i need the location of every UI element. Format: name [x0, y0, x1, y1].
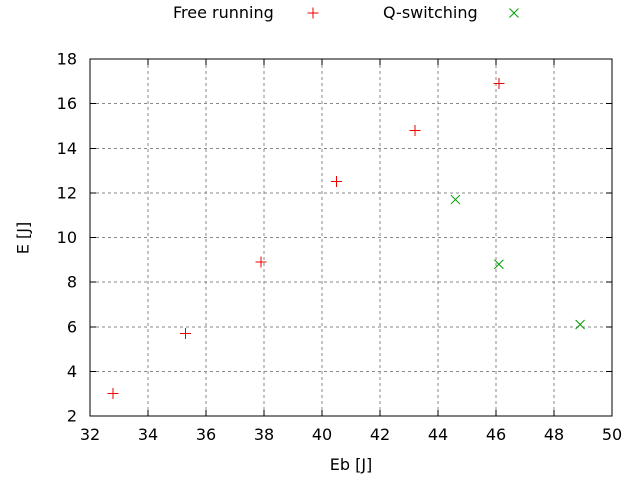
- legend-entry-q-switching: Q-switching: [383, 4, 521, 22]
- x-tick-label: 48: [544, 425, 564, 444]
- y-axis-label: E [J]: [13, 221, 33, 255]
- legend-entry-free-running: Free running: [173, 4, 320, 22]
- data-point-free-running: [180, 327, 192, 339]
- data-point-free-running: [409, 124, 421, 136]
- data-point-free-running: [331, 176, 342, 188]
- data-point-q-switching: [450, 194, 461, 205]
- data-point-free-running: [107, 388, 119, 400]
- x-tick-label: 36: [196, 425, 216, 444]
- x-tick-label: 34: [138, 425, 158, 444]
- x-axis-label: Eb [J]: [329, 455, 373, 474]
- x-tick-label: 44: [428, 425, 448, 444]
- y-tick-label: 12: [57, 183, 77, 202]
- data-point-q-switching: [575, 319, 585, 330]
- cross-marker-icon: [509, 8, 519, 18]
- y-tick-label: 2: [67, 407, 77, 426]
- plot-border: [89, 58, 613, 417]
- y-tick-label: 10: [57, 228, 77, 247]
- y-tick-label: 16: [57, 94, 77, 113]
- y-tick-label: 8: [67, 273, 77, 292]
- x-tick-label: 46: [486, 425, 506, 444]
- y-tick-label: 4: [67, 362, 77, 381]
- legend-label-free-running: Free running: [173, 3, 274, 22]
- y-tick-label: 18: [57, 50, 77, 69]
- plus-marker-icon: [307, 7, 319, 19]
- x-tick-label: 38: [254, 425, 274, 444]
- y-tick-label: 14: [57, 139, 77, 158]
- data-point-free-running: [493, 78, 505, 90]
- x-tick-label: 32: [80, 425, 100, 444]
- x-tick-label: 42: [370, 425, 390, 444]
- x-tick-label: 50: [602, 425, 622, 444]
- data-point-q-switching: [494, 259, 504, 270]
- y-tick-label: 6: [67, 317, 77, 336]
- legend-label-q-switching: Q-switching: [383, 3, 478, 22]
- data-point-free-running: [255, 256, 267, 268]
- x-tick-label: 40: [312, 425, 332, 444]
